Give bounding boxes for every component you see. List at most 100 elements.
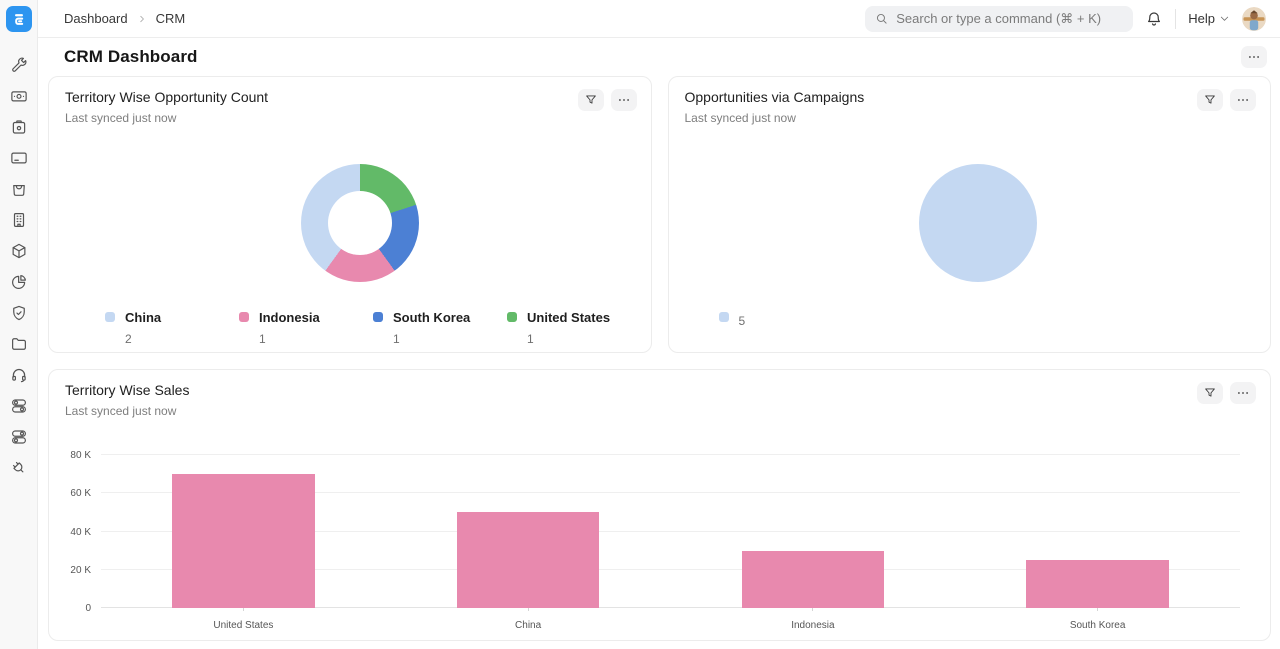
bar-cell [101, 474, 386, 608]
chart-filter-button[interactable] [1197, 382, 1223, 404]
sidebar-item-toggles[interactable] [10, 397, 28, 415]
tools-icon [11, 57, 26, 72]
app-sidebar [0, 0, 38, 649]
legend-item: South Korea 1 [373, 309, 507, 346]
card-last-synced: Last synced just now [65, 404, 177, 418]
sidebar-item-plug[interactable] [10, 459, 28, 477]
shopping-bag-icon [12, 185, 25, 196]
chart-filter-button[interactable] [577, 89, 604, 111]
folder-icon [11, 338, 26, 350]
breadcrumb-crm[interactable]: CRM [155, 11, 186, 26]
sidebar-item-toggles-alt[interactable] [10, 428, 28, 446]
y-axis-tick-label: 0 [85, 603, 91, 614]
erpnext-logo-icon [14, 14, 23, 25]
legend-value: 1 [259, 332, 266, 346]
sidebar-item-package[interactable] [10, 242, 28, 260]
chart-menu-button[interactable] [610, 89, 637, 111]
donut-chart-territory-opportunity[interactable] [300, 164, 419, 282]
legend-marker [239, 312, 249, 322]
toggles-icon [11, 399, 26, 413]
sidebar-item-banknote[interactable] [10, 87, 28, 105]
package-icon [12, 243, 25, 259]
legend-item: United States 1 [507, 309, 641, 346]
card-last-synced: Last synced just now [65, 111, 177, 125]
card-opportunities-via-campaigns: Opportunities via Campaigns Last synced … [667, 76, 1271, 353]
breadcrumb: Dashboard CRM [64, 11, 185, 26]
filter-funnel-icon [585, 95, 596, 104]
app-logo[interactable] [5, 6, 32, 32]
toggles-alt-icon [11, 430, 26, 444]
search-input[interactable] [896, 11, 1124, 26]
sidebar-item-building[interactable] [10, 211, 28, 229]
sidebar-item-credit-card[interactable] [10, 149, 28, 167]
chevron-down-icon [1220, 16, 1229, 21]
chevron-right-icon [137, 14, 147, 24]
help-menu[interactable]: Help [1188, 11, 1230, 26]
x-axis-label: Indonesia [791, 620, 835, 631]
shield-check-icon [12, 305, 25, 321]
sidebar-icon-list [10, 56, 28, 477]
bar-china[interactable] [456, 512, 600, 608]
legend-label: South Korea [393, 310, 471, 325]
x-axis-labels: United States China Indonesia South Korea [101, 620, 1240, 631]
legend-value: 1 [393, 332, 400, 346]
legend-label: Indonesia [259, 310, 320, 325]
x-axis-tick [386, 608, 671, 611]
page-header: CRM Dashboard [38, 38, 1280, 76]
legend-label: China [125, 310, 162, 325]
sidebar-item-folder[interactable] [10, 335, 28, 353]
legend-label: United States [527, 310, 611, 325]
bar-cell [386, 512, 671, 608]
chart-menu-button[interactable] [1230, 89, 1256, 111]
gridline [101, 607, 1240, 608]
card-title: Territory Wise Opportunity Count [65, 89, 269, 105]
y-axis-tick-label: 60 K [70, 488, 91, 500]
page-menu-button[interactable] [1241, 46, 1267, 68]
legend-value: 1 [527, 332, 534, 346]
sidebar-item-shield-check[interactable] [10, 304, 28, 322]
bar-south-korea[interactable] [1026, 560, 1169, 608]
global-search[interactable] [865, 5, 1134, 32]
bar-chart-territory-sales[interactable]: 0 20 K 40 K 60 K 80 K United States China Indo… [70, 450, 1240, 631]
x-axis-label: United States [213, 620, 274, 631]
bars-container [101, 455, 1240, 608]
legend-value: 2 [125, 332, 132, 346]
legend-item: Indonesia 1 [239, 309, 373, 346]
card-territory-opportunity-count: Territory Wise Opportunity Count Last sy… [48, 76, 652, 353]
sidebar-item-shopping-bag[interactable] [10, 180, 28, 198]
sidebar-item-tools[interactable] [10, 56, 28, 74]
help-label: Help [1188, 11, 1215, 26]
gridline [101, 454, 1240, 455]
chart-filter-button[interactable] [1197, 89, 1223, 111]
notifications-button[interactable] [1145, 10, 1163, 28]
card-territory-wise-sales: Territory Wise Sales Last synced just no… [48, 369, 1271, 641]
sidebar-item-instant-camera[interactable] [10, 118, 28, 136]
ellipsis-icon [1238, 392, 1248, 394]
legend-marker [105, 312, 115, 322]
ellipsis-icon [1238, 99, 1248, 101]
card-title: Territory Wise Sales [65, 382, 190, 398]
instant-camera-icon [12, 120, 25, 134]
sidebar-item-headset[interactable] [10, 366, 28, 384]
x-axis-ticks [101, 608, 1240, 611]
bar-united-states[interactable] [172, 474, 315, 608]
headset-icon [11, 369, 26, 383]
card-last-synced: Last synced just now [684, 111, 796, 125]
y-axis-tick-label: 40 K [70, 526, 91, 538]
x-axis-tick [671, 608, 956, 611]
bar-indonesia[interactable] [741, 550, 885, 608]
breadcrumb-dashboard[interactable]: Dashboard [64, 11, 128, 26]
gridline [101, 568, 1240, 570]
credit-card-icon [10, 152, 27, 164]
x-axis-label: South Korea [1069, 620, 1126, 631]
search-icon [877, 13, 887, 24]
user-avatar[interactable] [1242, 6, 1266, 31]
banknote-icon [10, 91, 27, 102]
chart-menu-button[interactable] [1230, 382, 1256, 404]
x-axis-tick [955, 608, 1240, 611]
y-axis-tick-label: 20 K [70, 564, 91, 576]
pie-chart-campaign-opportunities[interactable] [919, 164, 1038, 282]
ellipsis-icon [618, 99, 629, 101]
dashboard-content: Territory Wise Opportunity Count Last sy… [38, 76, 1280, 641]
sidebar-item-pie-chart[interactable] [10, 273, 28, 291]
